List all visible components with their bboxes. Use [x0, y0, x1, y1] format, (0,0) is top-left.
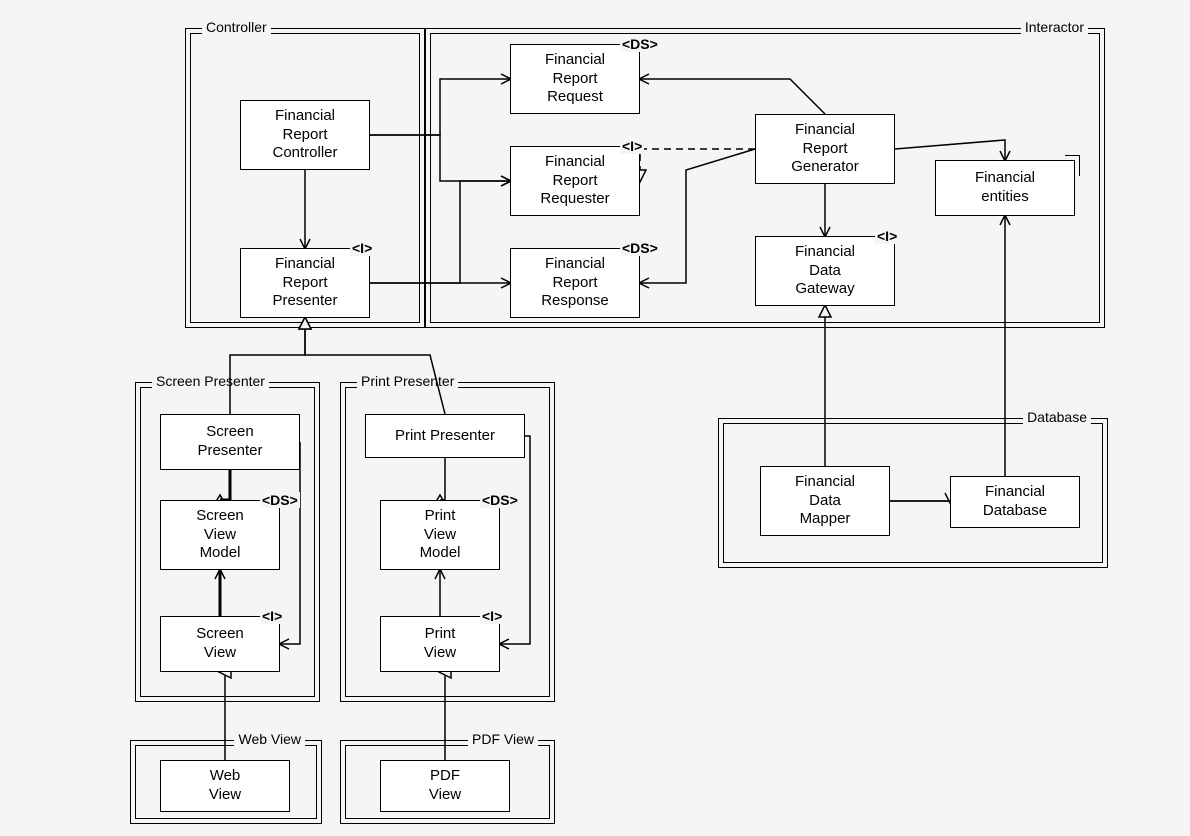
node-fDatabase: FinancialDatabase — [950, 476, 1080, 528]
stereo-frRequest: <DS> — [620, 36, 660, 52]
node-screenVM: ScreenViewModel — [160, 500, 280, 570]
node-label-screenView: ScreenView — [196, 625, 244, 663]
node-fDataGateway: FinancialDataGateway — [755, 236, 895, 306]
node-screenView: ScreenView — [160, 616, 280, 672]
node-webViewNode: WebView — [160, 760, 290, 812]
node-label-printVM: PrintViewModel — [420, 507, 461, 563]
node-label-printPres: Print Presenter — [395, 427, 495, 446]
package-title-pdfView: PDF View — [468, 731, 538, 747]
node-label-frPresenter: FinancialReportPresenter — [272, 255, 337, 311]
node-label-fDataGateway: FinancialDataGateway — [795, 243, 855, 299]
node-printVM: PrintViewModel — [380, 500, 500, 570]
node-label-frRequester: FinancialReportRequester — [540, 153, 609, 209]
package-title-interactor: Interactor — [1021, 19, 1088, 35]
node-frResponse: FinancialReportResponse — [510, 248, 640, 318]
stereo-screenView: <I> — [260, 608, 284, 624]
node-frController: FinancialReportController — [240, 100, 370, 170]
package-title-screenPresenter: Screen Presenter — [152, 373, 269, 389]
node-fEntities: Financialentities — [935, 160, 1075, 216]
node-label-printView: PrintView — [424, 625, 456, 663]
node-frPresenter: FinancialReportPresenter — [240, 248, 370, 318]
diagram-canvas: Controller Interactor Screen Presenter Prin… — [0, 0, 1190, 836]
stereo-fDataGateway: <I> — [875, 228, 899, 244]
node-printPres: Print Presenter — [365, 414, 525, 458]
node-fDataMapper: FinancialDataMapper — [760, 466, 890, 536]
stereo-printView: <I> — [480, 608, 504, 624]
node-frRequest: FinancialReportRequest — [510, 44, 640, 114]
package-title-database: Database — [1023, 409, 1091, 425]
node-frRequester: FinancialReportRequester — [510, 146, 640, 216]
node-label-frRequest: FinancialReportRequest — [545, 51, 605, 107]
package-title-webView: Web View — [234, 731, 305, 747]
package-title-controller: Controller — [202, 19, 271, 35]
node-label-pdfViewNode: PDFView — [429, 767, 461, 805]
node-pdfViewNode: PDFView — [380, 760, 510, 812]
stereo-frRequester: <I> — [620, 138, 644, 154]
node-screenPres: ScreenPresenter — [160, 414, 300, 470]
stereo-frPresenter: <I> — [350, 240, 374, 256]
stereo-screenVM: <DS> — [260, 492, 300, 508]
node-label-fEntities: Financialentities — [975, 169, 1035, 207]
node-label-screenPres: ScreenPresenter — [197, 423, 262, 461]
node-frGenerator: FinancialReportGenerator — [755, 114, 895, 184]
node-label-frResponse: FinancialReportResponse — [541, 255, 609, 311]
stereo-printVM: <DS> — [480, 492, 520, 508]
package-title-printPresenter: Print Presenter — [357, 373, 458, 389]
node-printView: PrintView — [380, 616, 500, 672]
node-label-frController: FinancialReportController — [272, 107, 337, 163]
node-label-screenVM: ScreenViewModel — [196, 507, 244, 563]
node-label-fDatabase: FinancialDatabase — [983, 483, 1047, 521]
stereo-frResponse: <DS> — [620, 240, 660, 256]
node-label-fDataMapper: FinancialDataMapper — [795, 473, 855, 529]
node-label-webViewNode: WebView — [209, 767, 241, 805]
node-label-frGenerator: FinancialReportGenerator — [791, 121, 859, 177]
